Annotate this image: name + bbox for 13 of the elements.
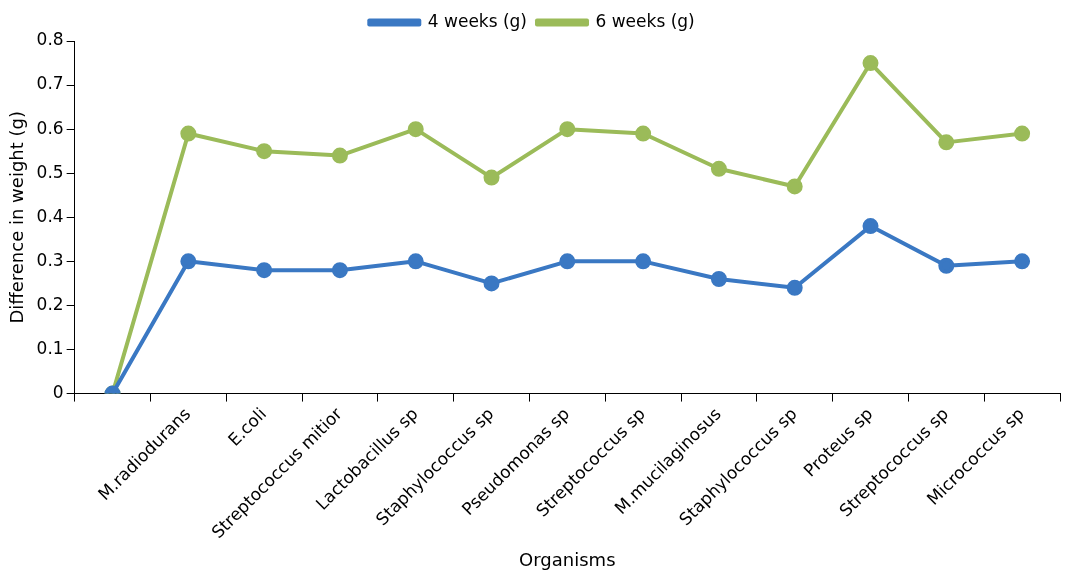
y-tick-label: 0 (52, 382, 64, 402)
legend-label: 6 weeks (g) (595, 10, 695, 31)
y-tick-label: 0.8 (36, 29, 64, 50)
legend-label: 4 weeks (g) (427, 10, 527, 31)
y-tick-label: 0.5 (36, 161, 64, 182)
y-tick-label: 0.1 (36, 337, 64, 358)
y-tick-label: 0.4 (36, 205, 64, 226)
y-tick-label: 0.6 (36, 117, 64, 138)
x-axis-title: Organisms (519, 548, 616, 570)
y-tick-label: 0.2 (36, 293, 64, 314)
y-tick-label: 0.3 (36, 249, 64, 270)
y-tick-label: 0.7 (36, 73, 64, 94)
y-axis-title: Difference in weight (g) (6, 111, 28, 324)
